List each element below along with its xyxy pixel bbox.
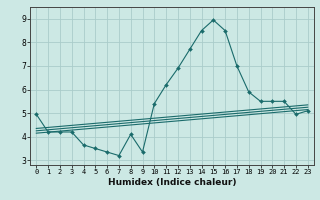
X-axis label: Humidex (Indice chaleur): Humidex (Indice chaleur) bbox=[108, 178, 236, 187]
